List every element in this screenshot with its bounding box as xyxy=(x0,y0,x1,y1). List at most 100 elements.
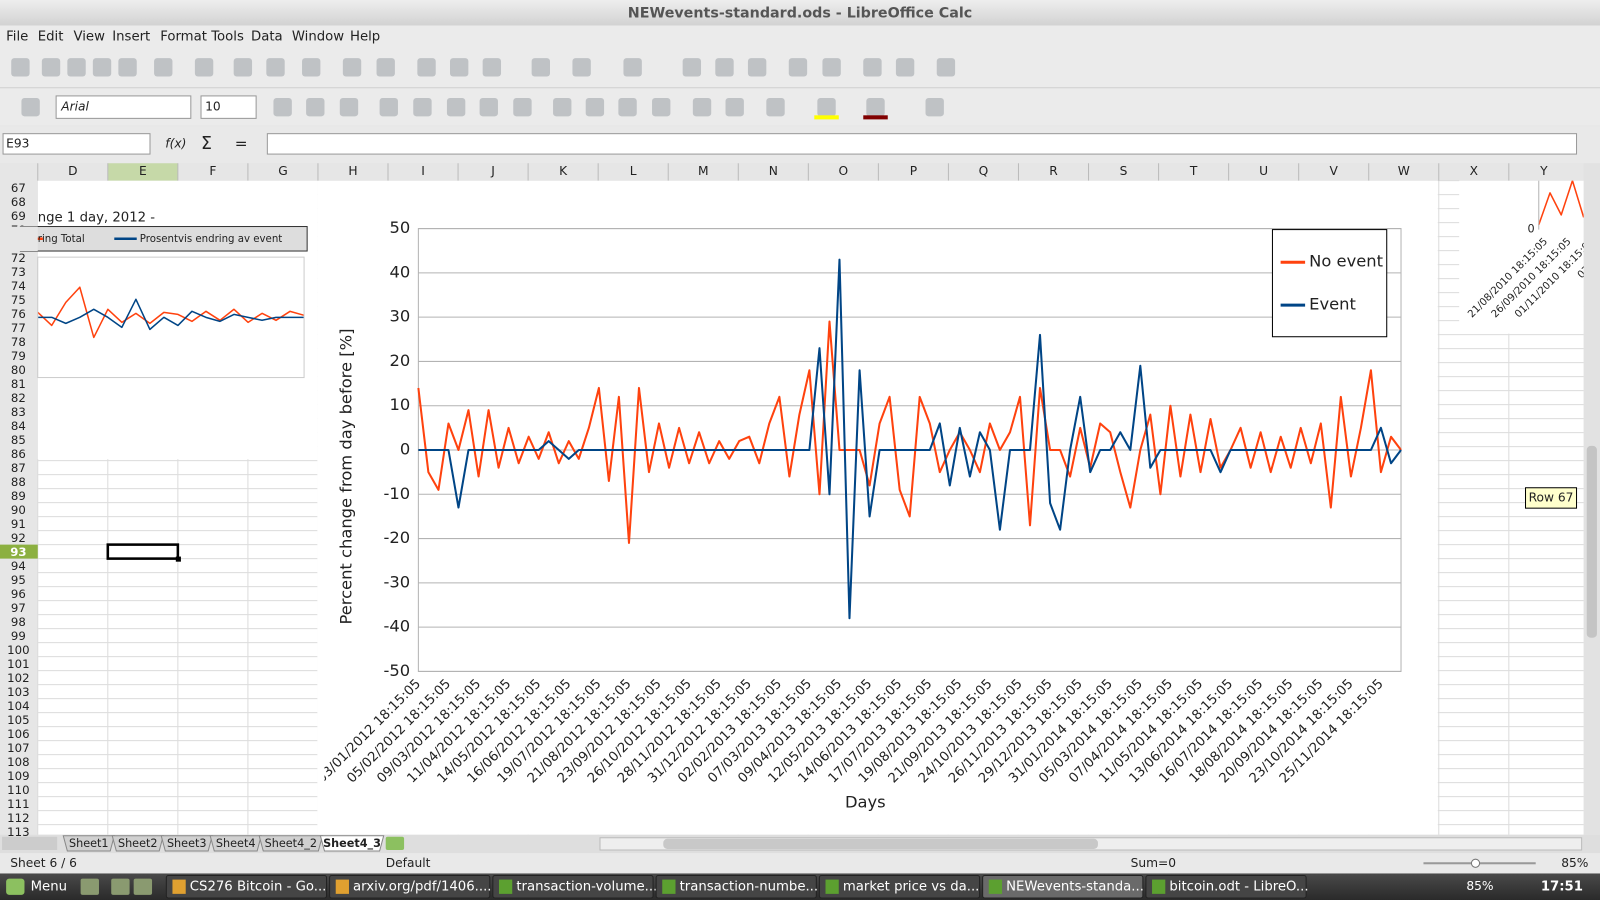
font-name-box[interactable] xyxy=(55,95,192,119)
toolbar-icon[interactable] xyxy=(479,97,498,117)
toolbar-icon[interactable] xyxy=(715,58,734,77)
task-button[interactable] xyxy=(982,875,1144,899)
toolbar-icon[interactable] xyxy=(817,97,836,117)
toolbar-icon[interactable] xyxy=(302,58,321,77)
toolbar-icon[interactable] xyxy=(866,97,885,117)
toolbar-icon[interactable] xyxy=(118,58,137,77)
menu-item[interactable]: Insert xyxy=(112,30,150,45)
menu-item[interactable]: Window xyxy=(292,30,344,45)
chart-title: nge 1 day, 2012 - xyxy=(38,210,156,225)
task-button[interactable] xyxy=(818,875,981,899)
chart-object[interactable] xyxy=(1459,180,1584,334)
toolbar-icon[interactable] xyxy=(339,97,359,117)
toolbar-icon[interactable] xyxy=(766,97,785,117)
sheet-tab[interactable] xyxy=(209,835,262,852)
toolbar-icon[interactable] xyxy=(266,58,285,77)
toolbar-icon[interactable] xyxy=(936,58,956,77)
toolbar-icon[interactable] xyxy=(342,58,362,77)
menu-item[interactable]: Tools xyxy=(210,30,244,45)
toolbar-icon[interactable] xyxy=(531,58,550,77)
toolbar-icon[interactable] xyxy=(788,58,808,77)
toolbar-icon[interactable] xyxy=(67,58,86,77)
menu-item[interactable]: Format xyxy=(160,30,207,45)
toolbar-icon[interactable] xyxy=(747,58,767,77)
chart-object[interactable] xyxy=(317,180,1438,835)
plot-area xyxy=(37,256,305,379)
tab-nav[interactable] xyxy=(2,836,58,850)
sheet-tab[interactable] xyxy=(111,835,164,852)
scroll-thumb[interactable] xyxy=(663,838,1098,849)
row-header: 67 xyxy=(11,181,26,195)
start-icon[interactable] xyxy=(6,878,25,895)
task-button[interactable] xyxy=(1145,875,1307,899)
column-header: Q xyxy=(979,164,989,178)
toolbar-icon[interactable] xyxy=(513,97,532,117)
toolbar-icon[interactable] xyxy=(572,58,591,77)
menu-item[interactable]: Edit xyxy=(38,30,64,45)
toolbar-icon[interactable] xyxy=(553,97,572,117)
sheet-tab-label: Sheet2 xyxy=(118,837,158,850)
task-button[interactable] xyxy=(655,875,817,899)
toolbar-icon[interactable] xyxy=(379,97,398,117)
tooltip-text: Row 67 xyxy=(1529,490,1574,504)
toolbar-icon[interactable] xyxy=(417,58,436,77)
toolbar-icon[interactable] xyxy=(482,58,502,77)
toolbar-icon[interactable] xyxy=(446,97,466,117)
task-button[interactable] xyxy=(492,875,654,899)
name-box[interactable] xyxy=(2,133,151,155)
toolbar-icon[interactable] xyxy=(11,58,30,77)
series-line xyxy=(37,286,305,339)
toolbar-icon[interactable] xyxy=(652,97,671,117)
toolbar-icon[interactable] xyxy=(925,97,944,117)
toolbar-icon[interactable] xyxy=(233,58,253,77)
toolbar-icon[interactable] xyxy=(306,97,325,117)
sheet-tab[interactable] xyxy=(319,835,385,852)
toolbar-icon[interactable] xyxy=(618,97,637,117)
sheet-tab[interactable] xyxy=(258,835,324,852)
toolbar-icon[interactable] xyxy=(413,97,432,117)
task-button[interactable] xyxy=(329,875,491,899)
selected-cell[interactable] xyxy=(106,543,180,560)
toolbar-icon[interactable] xyxy=(822,58,841,77)
menu-item[interactable]: Data xyxy=(251,30,283,45)
toolbar-icon[interactable] xyxy=(273,97,292,117)
zoom-knob[interactable] xyxy=(1470,858,1481,868)
font-size-box[interactable] xyxy=(200,95,257,119)
toolbar-icon[interactable] xyxy=(692,97,712,117)
toolbar-icon[interactable] xyxy=(863,58,882,77)
y-tick-label: -40 xyxy=(384,617,411,636)
sum-button[interactable]: Σ xyxy=(201,134,212,154)
menu-item[interactable]: Help xyxy=(350,30,380,45)
column-header: S xyxy=(1120,164,1128,178)
task-button[interactable] xyxy=(165,875,328,899)
toolbar-icon[interactable] xyxy=(450,58,469,77)
column-header: L xyxy=(630,164,637,178)
scroll-thumb[interactable] xyxy=(1586,445,1597,638)
toolbar-icon[interactable] xyxy=(376,58,395,77)
y-tick-label: 10 xyxy=(389,395,410,414)
toolbar-icon[interactable] xyxy=(41,58,61,77)
add-sheet[interactable] xyxy=(385,836,405,850)
sheet-tab[interactable] xyxy=(160,835,213,852)
launcher[interactable] xyxy=(111,878,130,895)
launcher[interactable] xyxy=(80,878,99,895)
sheet-tab[interactable] xyxy=(62,835,115,852)
toolbar-icon[interactable] xyxy=(21,97,40,117)
toolbar-icon[interactable] xyxy=(154,58,173,77)
formula-input[interactable] xyxy=(266,133,1578,155)
function-wizard[interactable]: f(x) xyxy=(165,136,186,150)
toolbar-icon[interactable] xyxy=(194,58,214,77)
launcher[interactable] xyxy=(133,878,153,895)
menu-item[interactable]: View xyxy=(73,30,105,45)
menu-item[interactable]: File xyxy=(6,30,28,45)
equals-button[interactable]: = xyxy=(235,134,248,152)
font-name: Arial xyxy=(60,100,89,114)
start-menu[interactable]: Menu xyxy=(31,880,67,895)
toolbar-icon[interactable] xyxy=(895,58,915,77)
toolbar-icon[interactable] xyxy=(623,58,642,77)
toolbar-icon[interactable] xyxy=(682,58,702,77)
toolbar-icon[interactable] xyxy=(725,97,744,117)
toolbar-icon[interactable] xyxy=(585,97,605,117)
toolbar-icon[interactable] xyxy=(92,58,112,77)
